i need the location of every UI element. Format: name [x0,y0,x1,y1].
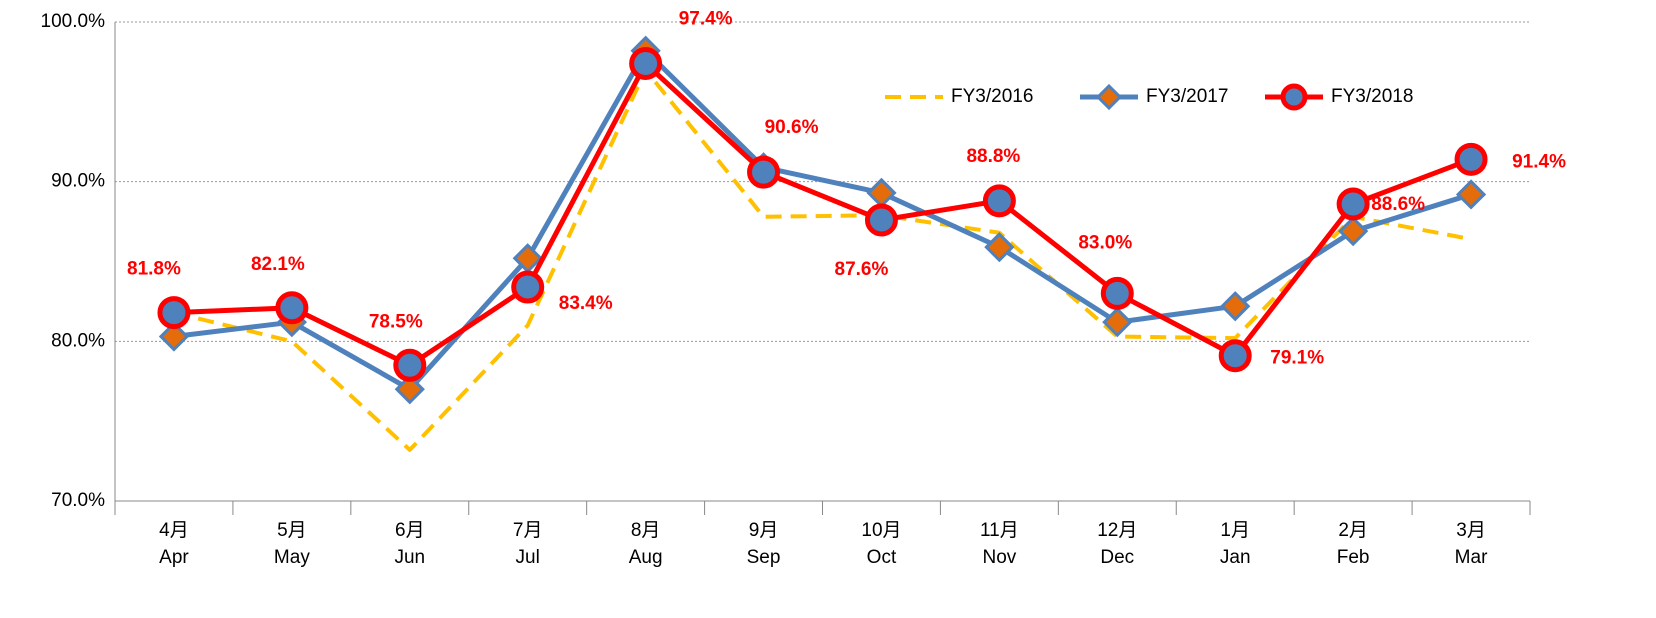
legend-item: FY3/2018 [1265,83,1413,111]
x-tick-label: Mar [1455,547,1488,568]
series-line [173,67,1472,452]
marker [1455,179,1487,210]
x-tick-label: Apr [159,547,189,568]
legend-marker [1095,83,1123,111]
x-tick-label: 6月 [395,520,425,541]
series-line [173,48,1472,392]
x-tick-label: 11月 [980,520,1019,541]
x-tick-label: 3月 [1456,520,1486,541]
x-tick-label: May [274,547,310,568]
marker [1220,291,1251,322]
legend-label: FY3/2016 [951,86,1033,107]
data-label: 83.4% [559,293,613,314]
data-label: 90.6% [765,117,819,138]
marker [629,47,663,81]
x-tick-label: 1月 [1220,520,1250,541]
marker [511,270,545,304]
x-tick-label: 10月 [861,520,901,541]
data-label: 78.5% [369,311,423,332]
x-tick-label: 5月 [277,520,307,541]
marker [1338,216,1369,247]
y-tick-label: 90.0% [51,171,105,192]
data-label: 82.1% [251,254,305,275]
x-tick-label: 2月 [1338,520,1368,541]
x-tick-label: Feb [1337,547,1370,568]
data-label: 83.0% [1078,232,1132,253]
x-tick-label: 7月 [513,520,543,541]
marker [984,232,1015,263]
marker [157,296,191,330]
data-label: 88.8% [966,146,1020,167]
x-tick-label: 12月 [1097,520,1137,541]
data-label: 91.4% [1512,151,1566,172]
x-tick-label: 9月 [749,520,779,541]
x-tick-label: Oct [867,547,897,568]
marker [275,291,309,325]
y-tick-label: 70.0% [51,490,105,511]
x-tick-label: 4月 [159,520,189,541]
marker [1218,339,1252,373]
data-label: 97.4% [679,9,733,30]
y-tick-label: 100.0% [41,11,106,32]
x-tick-label: Aug [629,547,663,568]
series-line [173,61,1472,368]
x-tick-label: 8月 [631,520,661,541]
marker [866,177,897,208]
legend-marker [1280,83,1308,111]
data-label: 81.8% [127,259,181,280]
marker [1454,142,1488,176]
legend-label: FY3/2018 [1331,86,1413,107]
data-label: 87.6% [835,259,889,280]
marker [1102,307,1133,338]
x-tick-label: Jan [1220,547,1251,568]
data-label: 79.1% [1270,348,1324,369]
x-tick-label: Jun [394,547,425,568]
legend-label: FY3/2017 [1146,86,1228,107]
marker [1100,276,1134,310]
data-label: 88.6% [1371,194,1425,215]
marker [982,184,1016,218]
x-tick-label: Sep [747,547,781,568]
marker [747,155,781,189]
marker [394,374,425,405]
x-tick-label: Dec [1100,547,1134,568]
legend-item: FY3/2017 [1080,83,1228,111]
marker [1336,187,1370,221]
marker [393,348,427,382]
marker [158,321,190,352]
x-tick-label: Nov [982,547,1016,568]
x-tick-label: Jul [516,547,540,568]
marker [864,203,898,237]
y-tick-label: 80.0% [51,330,105,351]
legend-item: FY3/2016 [885,86,1033,107]
